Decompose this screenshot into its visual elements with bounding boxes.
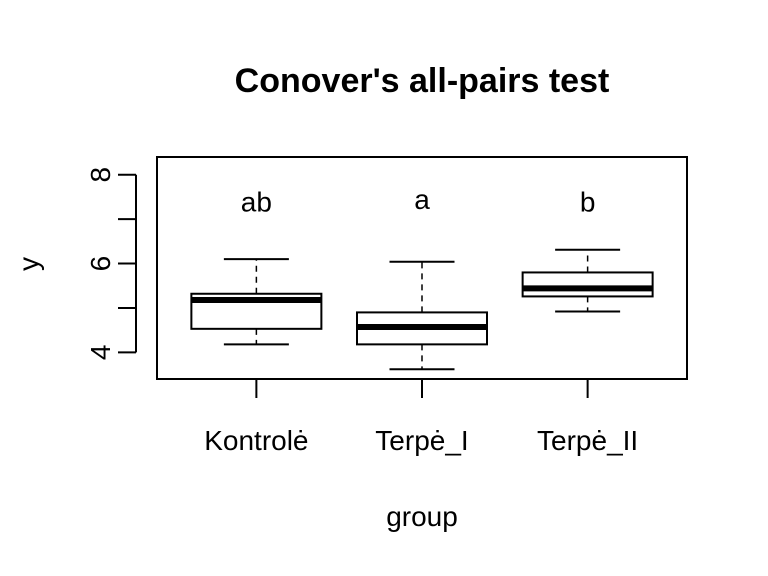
group-letters: ab a b xyxy=(241,184,596,217)
x-tick-label: Terpė_I xyxy=(375,425,468,456)
x-axis-label: group xyxy=(386,501,458,532)
chart-title: Conover's all-pairs test xyxy=(235,62,610,100)
x-tick-label: Terpė_II xyxy=(537,425,638,456)
x-axis: Kontrolė Terpė_I Terpė_II xyxy=(204,379,638,456)
box xyxy=(521,248,654,313)
y-tick-label: 4 xyxy=(85,345,116,361)
group-letter: b xyxy=(580,186,596,217)
box-series xyxy=(190,248,654,371)
x-tick-label: Kontrolė xyxy=(204,425,308,456)
y-tick-label: 8 xyxy=(85,167,116,183)
y-axis-label: y xyxy=(13,257,44,271)
group-letter: ab xyxy=(241,186,272,217)
iqr-box xyxy=(521,271,654,298)
group-letter: a xyxy=(414,184,430,215)
box xyxy=(356,260,488,371)
box xyxy=(190,258,323,346)
y-tick-label: 6 xyxy=(85,256,116,272)
y-axis: 4 6 8 xyxy=(85,167,137,361)
